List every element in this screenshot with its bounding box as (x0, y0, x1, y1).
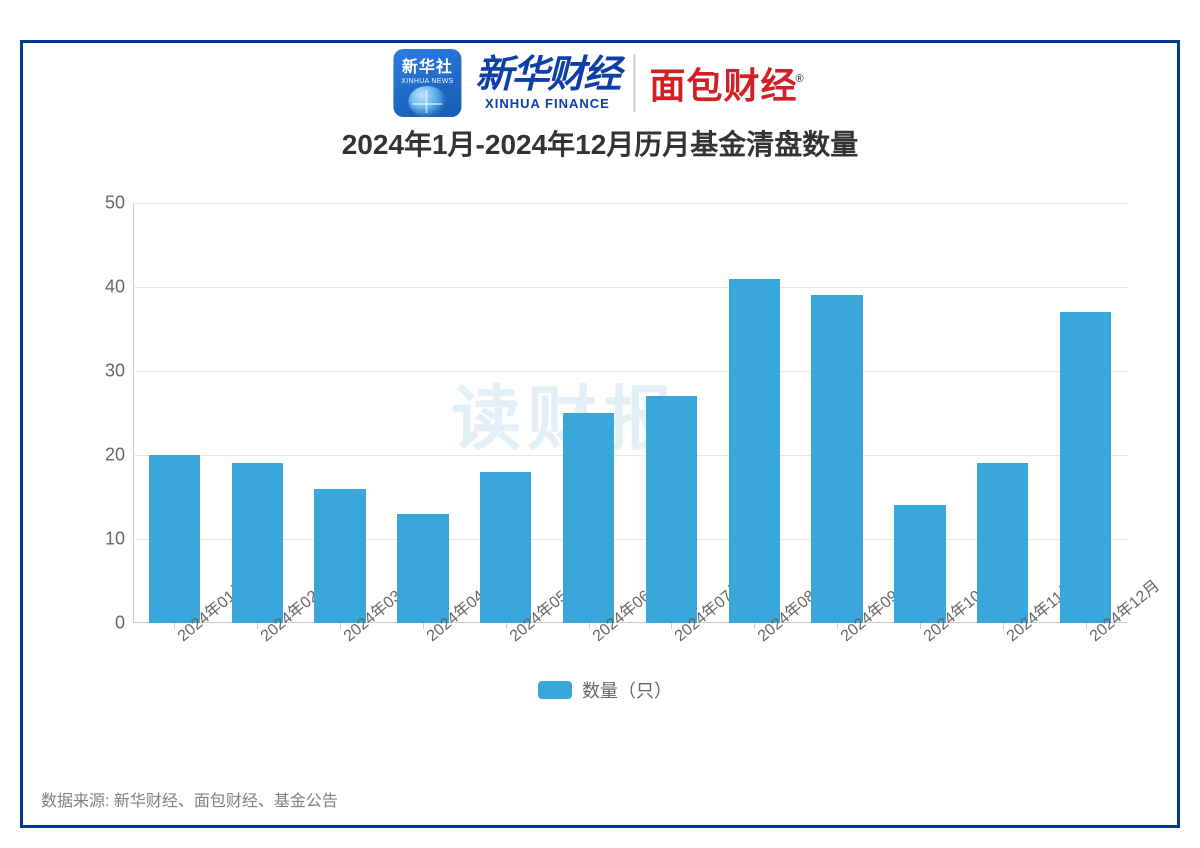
chart-frame: 新华社 XINHUA NEWS 新华财经 XINHUA FINANCE 面包财经… (20, 40, 1180, 828)
x-tick-label: 2024年08月 (751, 625, 769, 646)
xinhua-finance-en: XINHUA FINANCE (485, 96, 610, 111)
legend-swatch (538, 681, 572, 699)
x-tick-label: 2024年12月 (1083, 625, 1101, 646)
chart-legend: 数量（只） (73, 677, 1137, 703)
legend-label: 数量（只） (582, 677, 672, 703)
globe-icon (408, 86, 446, 117)
bread-bite-icon (709, 59, 723, 73)
registered-mark: ® (795, 73, 804, 85)
x-tick-label: 2024年02月 (254, 625, 272, 646)
bar (149, 455, 200, 623)
mianbao-caijing-text: 面包财经 (649, 57, 797, 109)
y-tick-label: 20 (105, 445, 125, 466)
grid-line (133, 455, 1127, 456)
logo-divider (633, 54, 635, 112)
xinhua-finance-logo: 新华财经 XINHUA FINANCE (475, 56, 619, 111)
chart-area: 读财报 010203040502024年01月2024年02月2024年03月2… (73, 193, 1137, 713)
x-tick-label: 2024年09月 (834, 625, 852, 646)
y-tick-label: 0 (115, 613, 125, 634)
bar (397, 514, 448, 623)
data-source-line: 数据来源: 新华财经、面包财经、基金公告 (41, 787, 338, 811)
x-tick-label: 2024年06月 (586, 625, 604, 646)
y-axis-line (133, 203, 134, 623)
grid-line (133, 371, 1127, 372)
xinhua-news-en: XINHUA NEWS (401, 78, 453, 85)
x-tick-label: 2024年10月 (917, 625, 935, 646)
chart-title: 2024年1月-2024年12月历月基金清盘数量 (23, 123, 1177, 163)
bar (314, 489, 365, 623)
x-tick-label: 2024年04月 (420, 625, 438, 646)
x-tick-label: 2024年11月 (1000, 625, 1018, 646)
plot-area: 读财报 010203040502024年01月2024年02月2024年03月2… (133, 203, 1127, 623)
grid-line (133, 287, 1127, 288)
x-tick-label: 2024年05月 (503, 625, 521, 646)
logo-strip: 新华社 XINHUA NEWS 新华财经 XINHUA FINANCE 面包财经… (381, 46, 818, 120)
xinhua-finance-cn: 新华财经 (475, 56, 619, 94)
y-tick-label: 40 (105, 277, 125, 298)
bar (232, 463, 283, 623)
xinhua-news-logo: 新华社 XINHUA NEWS (393, 49, 461, 117)
bar (977, 463, 1028, 623)
grid-line (133, 203, 1127, 204)
mianbao-caijing-logo: 面包财经 ® (649, 57, 806, 109)
bar (729, 279, 780, 623)
y-tick-label: 50 (105, 193, 125, 214)
bar (811, 295, 862, 623)
bar (480, 472, 531, 623)
bar (646, 396, 697, 623)
y-tick-label: 10 (105, 529, 125, 550)
x-tick-label: 2024年03月 (337, 625, 355, 646)
xinhua-news-cn: 新华社 (402, 53, 453, 77)
y-tick-label: 30 (105, 361, 125, 382)
bar (563, 413, 614, 623)
bar (1060, 312, 1111, 623)
x-tick-label: 2024年01月 (171, 625, 189, 646)
x-tick-label: 2024年07月 (668, 625, 686, 646)
bar (894, 505, 945, 623)
